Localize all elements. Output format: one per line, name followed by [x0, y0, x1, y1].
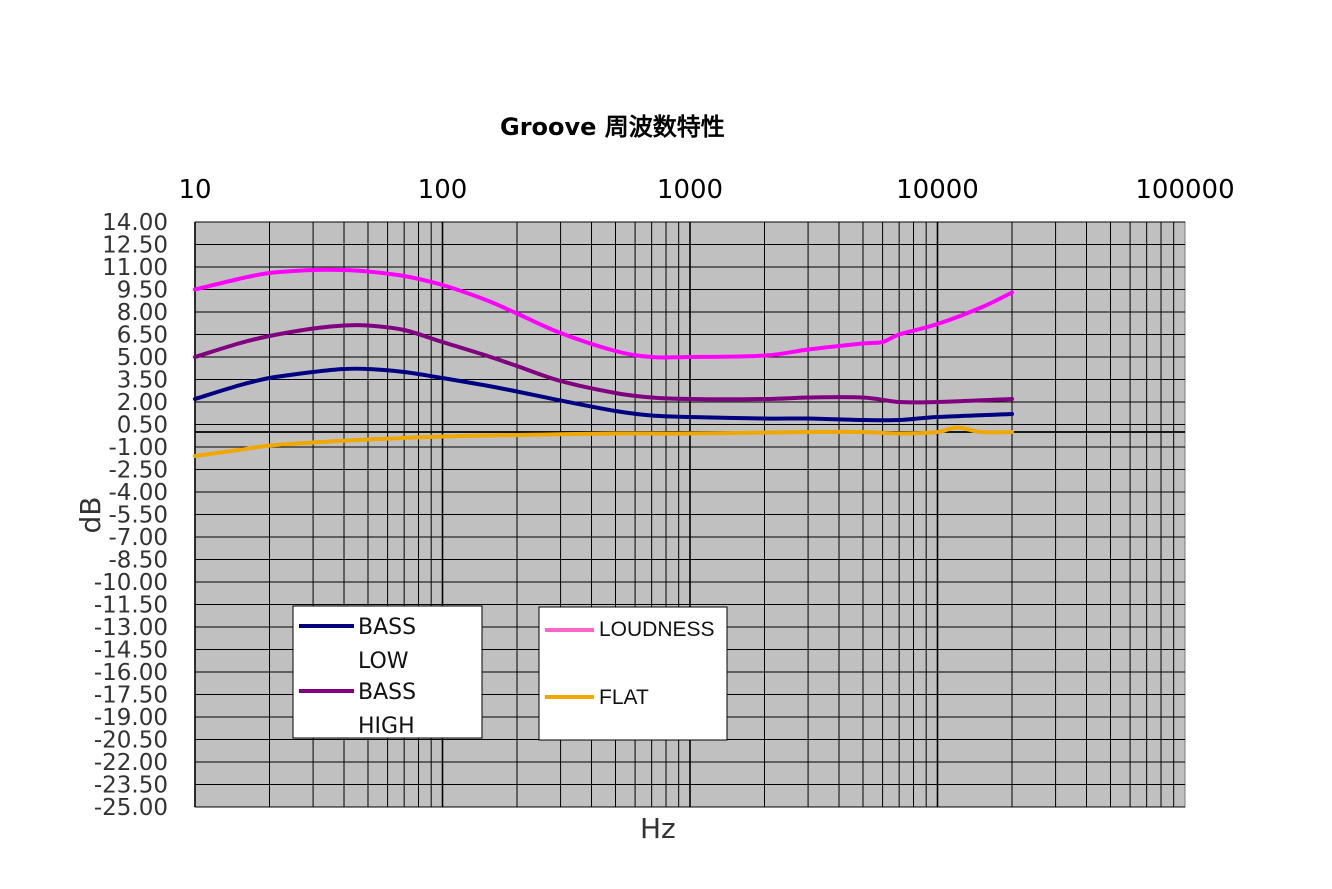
y-axis-title: dB	[74, 497, 107, 534]
y-tick-label: -20.50	[94, 728, 168, 754]
y-tick-label: 11.00	[102, 255, 168, 281]
chart-title: Groove 周波数特性	[500, 113, 725, 141]
y-tick-label: -4.00	[108, 480, 168, 506]
y-tick-label: 2.00	[117, 390, 168, 416]
y-tick-label: -25.00	[94, 795, 168, 821]
y-tick-label: -2.50	[108, 458, 168, 484]
y-tick-label: 0.50	[117, 413, 168, 439]
legend-label-bass-high-line2: HIGH	[358, 714, 415, 739]
series-line-loudness	[193, 267, 1014, 360]
legend-label-flat: FLAT	[599, 686, 649, 709]
y-tick-label: -16.00	[94, 660, 168, 686]
series-line-flat	[193, 425, 1014, 458]
y-tick-label: -8.50	[108, 548, 168, 574]
legend-label-bass-high-line1: BASS	[358, 680, 416, 705]
y-tick-label: -5.50	[108, 503, 168, 529]
y-tick-label: -7.00	[108, 525, 168, 551]
y-tick-label: 12.50	[102, 233, 168, 259]
y-tick-label: -10.00	[94, 570, 168, 596]
legend-bass: BASS LOW BASS HIGH	[292, 605, 483, 739]
y-tick-label: -13.00	[94, 615, 168, 641]
x-tick-label: 100	[418, 175, 468, 205]
series-lines	[193, 267, 1014, 458]
series-line-bass-low	[193, 366, 1014, 423]
x-tick-label: 10000	[896, 175, 979, 205]
y-tick-label: 5.00	[117, 345, 168, 371]
y-tick-label: -17.50	[94, 683, 168, 709]
y-tick-label: 9.50	[117, 278, 168, 304]
legend-label-bass-low-line2: LOW	[358, 649, 409, 674]
y-tick-label: -23.50	[94, 773, 168, 799]
y-tick-label: -14.50	[94, 638, 168, 664]
x-axis-title: Hz	[640, 812, 676, 845]
y-tick-label: -19.00	[94, 705, 168, 731]
x-tick-label: 1000	[657, 175, 723, 205]
x-tick-label: 10	[178, 175, 211, 205]
legend-label-loudness: LOUDNESS	[599, 618, 715, 641]
y-tick-label: 14.00	[102, 210, 168, 236]
y-tick-label: 6.50	[117, 323, 168, 349]
y-tick-label: 3.50	[117, 368, 168, 394]
x-tick-label: 100000	[1135, 175, 1234, 205]
y-tick-label: -22.00	[94, 750, 168, 776]
y-tick-label: 8.00	[117, 300, 168, 326]
y-tick-labels: 14.0012.5011.009.508.006.505.003.502.000…	[94, 210, 168, 821]
legend-label-bass-low-line1: BASS	[358, 615, 416, 640]
x-tick-labels: 10 100 1000 10000 100000	[178, 175, 1234, 205]
y-tick-label: -11.50	[94, 593, 168, 619]
y-tick-label: -1.00	[108, 435, 168, 461]
series-line-bass-high	[193, 323, 1014, 405]
legend-loudness-flat: LOUDNESS FLAT	[538, 606, 728, 741]
